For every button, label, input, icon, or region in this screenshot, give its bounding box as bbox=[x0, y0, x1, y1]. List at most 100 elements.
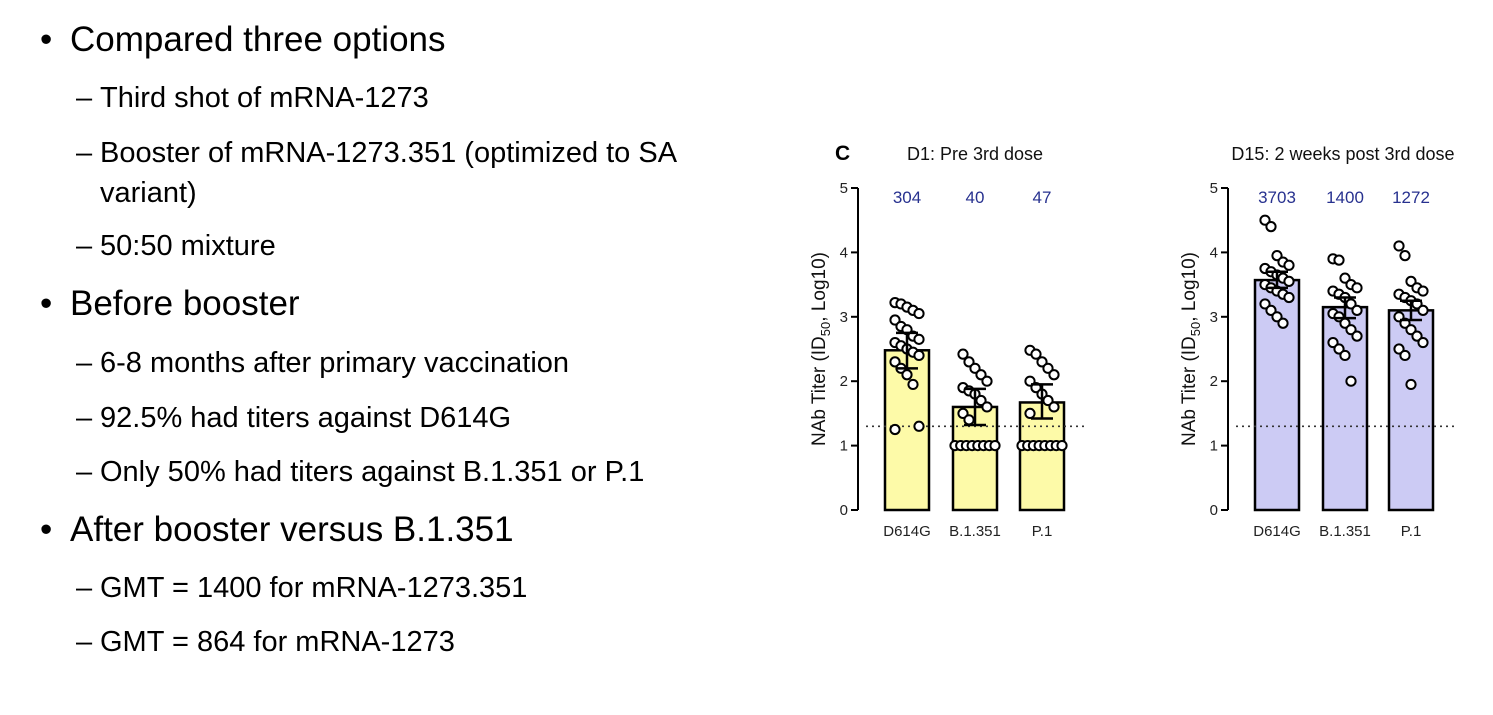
bullet-dot: • bbox=[40, 284, 53, 323]
data-point bbox=[1030, 348, 1042, 360]
chart-title: D1: Pre 3rd dose bbox=[907, 144, 1043, 164]
x-tick-label: P.1 bbox=[1401, 523, 1422, 540]
sub-bullet: – Booster of mRNA-1273.351 (optimized to … bbox=[76, 133, 677, 213]
gmt-label: 304 bbox=[893, 188, 921, 207]
dash: – bbox=[76, 402, 93, 434]
bullet-dot: • bbox=[40, 20, 53, 59]
gmt-label: 40 bbox=[966, 188, 985, 207]
data-point bbox=[1283, 259, 1295, 271]
sub-bullet-text: GMT = 1400 for mRNA-1273.351 bbox=[100, 572, 528, 604]
sub-bullet-text: GMT = 864 for mRNA-1273 bbox=[100, 626, 455, 658]
dash: – bbox=[76, 137, 93, 169]
dash: – bbox=[76, 626, 93, 658]
data-point bbox=[1393, 240, 1405, 252]
sub-bullet-text: Third shot of mRNA-1273 bbox=[100, 82, 429, 114]
bullet-2-text: Before booster bbox=[70, 284, 300, 323]
bullet-1-text: Compared three options bbox=[70, 20, 446, 59]
dash: – bbox=[76, 230, 93, 262]
y-tick-label: 2 bbox=[840, 373, 848, 390]
data-point bbox=[981, 375, 993, 387]
sub-bullet: –6-8 months after primary vaccination bbox=[76, 343, 569, 383]
data-point bbox=[1345, 375, 1357, 387]
y-tick-label: 1 bbox=[840, 438, 848, 455]
data-point bbox=[913, 307, 925, 320]
data-point bbox=[1399, 250, 1411, 262]
y-tick-label: 1 bbox=[1210, 438, 1218, 455]
y-tick-label: 0 bbox=[840, 502, 848, 519]
data-point bbox=[1417, 336, 1429, 349]
data-point bbox=[1024, 407, 1036, 419]
sub-bullet-text: Booster of mRNA-1273.351 (optimized to S… bbox=[100, 137, 678, 169]
sub-bullet-text: 92.5% had titers against D614G bbox=[100, 402, 512, 434]
data-point bbox=[1399, 349, 1411, 362]
data-point bbox=[1351, 330, 1363, 342]
data-point bbox=[907, 378, 919, 391]
bullet-2: • Before booster bbox=[40, 282, 300, 326]
bullet-dot: • bbox=[40, 510, 53, 549]
sub-bullet-text-continued: variant) bbox=[100, 177, 197, 209]
dash: – bbox=[76, 82, 93, 114]
x-tick-label: D614G bbox=[1253, 523, 1301, 540]
y-tick-label: 5 bbox=[1210, 180, 1218, 197]
data-point bbox=[1283, 291, 1295, 304]
data-point bbox=[1417, 304, 1429, 316]
bullet-3-text: After booster versus B.1.351 bbox=[70, 510, 514, 549]
data-point bbox=[1277, 317, 1289, 329]
y-tick-label: 5 bbox=[840, 180, 848, 197]
data-point bbox=[1333, 254, 1345, 266]
dash: – bbox=[76, 456, 93, 488]
sub-bullet-text: 6-8 months after primary vaccination bbox=[100, 347, 570, 379]
data-point bbox=[1339, 349, 1351, 362]
chart-title: D15: 2 weeks post 3rd dose bbox=[1231, 144, 1454, 164]
data-point bbox=[913, 420, 925, 432]
data-point bbox=[1048, 369, 1060, 381]
data-point bbox=[1056, 440, 1068, 452]
bullet-1: • Compared three options bbox=[40, 18, 446, 62]
sub-bullet: –50:50 mixture bbox=[76, 226, 276, 266]
x-tick-label: B.1.351 bbox=[1319, 523, 1371, 540]
data-point bbox=[1351, 282, 1363, 294]
y-tick-label: 0 bbox=[1210, 502, 1218, 519]
dash: – bbox=[76, 347, 93, 379]
sub-bullet: – GMT = 864 for mRNA-1273 bbox=[76, 622, 455, 662]
data-point bbox=[913, 333, 925, 345]
sub-bullet: – Third shot of mRNA-1273 bbox=[76, 78, 429, 118]
data-point bbox=[1351, 304, 1363, 316]
y-axis-label: NAb Titer (ID50, Log10) bbox=[1179, 252, 1203, 446]
y-tick-label: 4 bbox=[1210, 244, 1218, 261]
x-tick-label: P.1 bbox=[1032, 523, 1053, 540]
panel-letter: C bbox=[835, 142, 850, 165]
x-tick-label: D614G bbox=[883, 523, 931, 540]
y-tick-label: 3 bbox=[840, 309, 848, 326]
gmt-label: 3703 bbox=[1258, 188, 1296, 207]
bullet-3: • After booster versus B.1.351 bbox=[40, 508, 514, 552]
data-point bbox=[1048, 401, 1060, 413]
data-point bbox=[957, 348, 969, 360]
data-point bbox=[889, 423, 901, 436]
data-point bbox=[901, 369, 913, 381]
sub-bullet-text: 50:50 mixture bbox=[100, 230, 276, 262]
data-point bbox=[1265, 221, 1277, 233]
data-point bbox=[963, 414, 975, 426]
gmt-label: 1400 bbox=[1326, 188, 1364, 207]
sub-bullet-text: Only 50% had titers against B.1.351 or P… bbox=[100, 456, 645, 488]
data-point bbox=[913, 349, 925, 362]
gmt-label: 47 bbox=[1033, 188, 1052, 207]
y-tick-label: 4 bbox=[840, 244, 848, 261]
sub-bullet: –92.5% had titers against D614G bbox=[76, 398, 511, 438]
gmt-label: 1272 bbox=[1392, 188, 1430, 207]
y-tick-label: 3 bbox=[1210, 309, 1218, 326]
y-tick-label: 2 bbox=[1210, 373, 1218, 390]
y-axis-label: NAb Titer (ID50, Log10) bbox=[809, 252, 833, 446]
data-point bbox=[1283, 275, 1295, 287]
sub-bullet: – Only 50% had titers against B.1.351 or … bbox=[76, 452, 644, 492]
data-point bbox=[989, 440, 1001, 452]
data-point bbox=[1405, 378, 1417, 391]
dash: – bbox=[76, 572, 93, 604]
data-point bbox=[981, 401, 993, 413]
bar-P.1 bbox=[1018, 401, 1066, 512]
sub-bullet: – GMT = 1400 for mRNA-1273.351 bbox=[76, 568, 527, 608]
data-point bbox=[1417, 285, 1429, 297]
x-tick-label: B.1.351 bbox=[949, 523, 1001, 540]
